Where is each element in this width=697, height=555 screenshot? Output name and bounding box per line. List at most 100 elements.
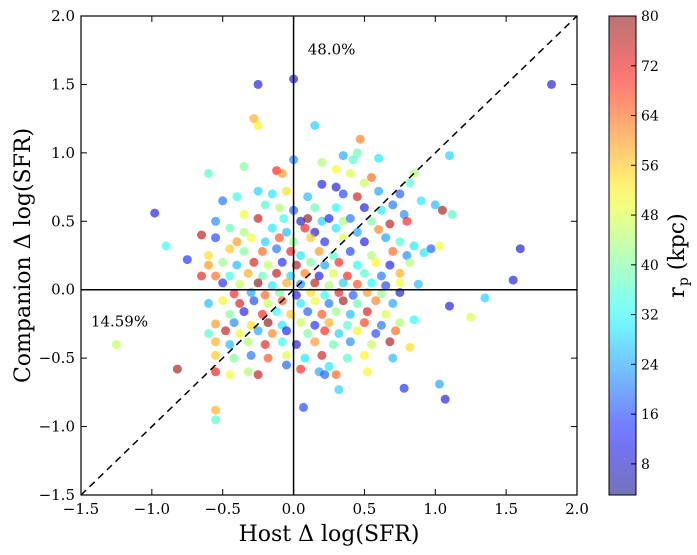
- data-point: [320, 290, 330, 300]
- x-tick-label: −1.0: [134, 500, 170, 518]
- data-point: [345, 168, 355, 178]
- data-point: [263, 318, 273, 328]
- data-point: [211, 319, 221, 329]
- data-point: [352, 298, 362, 308]
- data-point: [239, 307, 249, 317]
- y-tick-label: 0.0: [51, 281, 75, 299]
- data-point: [359, 268, 369, 278]
- data-point: [235, 298, 245, 308]
- data-point: [367, 216, 376, 226]
- colorbar-tick-label: 80: [641, 9, 659, 25]
- data-point: [331, 182, 341, 192]
- data-point: [243, 268, 253, 278]
- data-point: [204, 251, 213, 260]
- plot-frame: [80, 15, 578, 496]
- y-tick-label: −1.0: [39, 418, 75, 436]
- data-point: [338, 216, 348, 226]
- data-point: [310, 278, 320, 288]
- data-point: [399, 383, 409, 393]
- data-point: [317, 216, 327, 226]
- data-point: [235, 329, 245, 338]
- data-point: [263, 298, 273, 308]
- data-point: [440, 394, 450, 404]
- data-point: [348, 155, 358, 165]
- data-point: [300, 223, 310, 233]
- data-point: [310, 337, 320, 347]
- data-point: [239, 246, 249, 256]
- data-point: [225, 340, 235, 349]
- data-point: [306, 233, 316, 243]
- colorbar-tick-label: 56: [641, 158, 659, 174]
- data-point: [260, 237, 270, 247]
- data-point: [371, 329, 381, 338]
- data-point: [338, 189, 348, 199]
- colorbar-gradient: [608, 15, 637, 496]
- x-tick-label: −0.5: [204, 500, 240, 518]
- data-point: [267, 223, 277, 233]
- data-point: [303, 329, 313, 338]
- data-point: [402, 216, 412, 226]
- colorbar-title-unit: (kpc): [665, 213, 690, 277]
- colorbar-tick-label: 16: [641, 407, 659, 423]
- data-point: [508, 275, 518, 285]
- data-point: [218, 257, 228, 267]
- data-point: [204, 298, 213, 308]
- data-point: [359, 318, 369, 328]
- one-to-one-dashed-line: [80, 15, 578, 496]
- data-point: [320, 237, 330, 247]
- data-point: [317, 350, 327, 360]
- data-point: [211, 216, 221, 226]
- data-point: [374, 153, 384, 163]
- data-point: [385, 260, 395, 270]
- data-point: [317, 179, 327, 189]
- data-point: [249, 257, 259, 267]
- data-point: [111, 340, 121, 349]
- data-point: [324, 298, 334, 308]
- colorbar-tick-label: 72: [641, 59, 659, 75]
- data-point: [274, 203, 284, 213]
- data-point: [399, 209, 409, 219]
- data-point: [466, 312, 476, 322]
- data-point: [324, 361, 334, 371]
- data-point: [317, 309, 327, 319]
- data-point: [282, 227, 291, 237]
- data-point: [218, 278, 228, 288]
- data-point: [367, 251, 376, 260]
- data-point: [225, 370, 235, 380]
- data-point: [253, 370, 263, 380]
- data-point: [277, 168, 287, 178]
- annotation-upper-percent: 48.0%: [308, 40, 356, 58]
- data-point: [320, 326, 330, 336]
- x-tick-label: 1.0: [423, 500, 447, 518]
- data-point: [300, 353, 310, 363]
- data-point: [352, 279, 362, 289]
- data-point: [211, 233, 221, 243]
- data-point: [296, 364, 306, 374]
- data-point: [331, 370, 341, 380]
- data-point: [388, 200, 398, 210]
- data-point: [352, 192, 362, 202]
- colorbar-tick-label: 24: [641, 357, 659, 373]
- data-point: [249, 296, 259, 306]
- data-point: [253, 326, 263, 336]
- data-point: [257, 309, 267, 319]
- data-point: [342, 320, 352, 330]
- data-point: [547, 79, 556, 89]
- data-point: [331, 307, 341, 317]
- data-point: [376, 320, 386, 330]
- annotation-lower-percent: 14.59%: [91, 313, 148, 331]
- data-point: [310, 121, 320, 130]
- data-point: [314, 271, 324, 281]
- data-point: [267, 189, 277, 199]
- data-point: [359, 178, 369, 188]
- data-point: [338, 296, 348, 306]
- data-point: [296, 216, 306, 226]
- data-point: [272, 244, 282, 254]
- x-tick-label: 0.0: [282, 500, 306, 518]
- data-point: [299, 402, 308, 412]
- data-point: [306, 257, 316, 267]
- data-point: [362, 367, 372, 377]
- colorbar-title-subscript: p: [676, 277, 692, 286]
- data-point: [272, 307, 282, 317]
- data-point: [352, 148, 362, 158]
